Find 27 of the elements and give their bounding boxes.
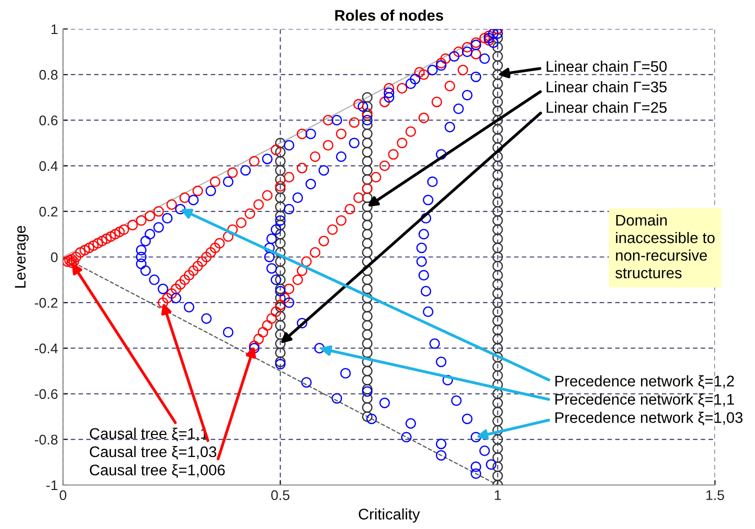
x-axis-title: Criticality [358, 508, 420, 523]
annotation: Domain inaccessible to non-recursive structures [615, 214, 715, 278]
annotation: Linear chain Γ=35 [546, 81, 667, 92]
y-tick-label: 1 [51, 24, 58, 34]
annotation: Linear chain Γ=50 [546, 60, 667, 72]
annotation: Precedence network ξ=1,1 [555, 394, 734, 408]
y-tick-label: -0.2 [34, 298, 58, 308]
annotation: Precedence network ξ=1,2 [555, 375, 734, 389]
y-tick-label: 0.4 [39, 161, 58, 171]
x-tick-label: 0.5 [271, 490, 290, 500]
y-tick-label: -0.8 [34, 434, 58, 445]
annotation: Causal tree ξ=1,03 [90, 446, 216, 460]
y-tick-label: 0.2 [39, 206, 58, 217]
y-tick-label: 0.6 [39, 116, 58, 126]
y-tick-label: -1 [46, 480, 58, 490]
y-tick-label: 0.8 [39, 70, 58, 80]
y-tick-label: 0 [50, 252, 58, 262]
chart-title: Roles of nodes [335, 10, 444, 21]
annotation: Precedence network ξ=1,03 [555, 412, 743, 426]
y-axis-title: Leverage [14, 226, 29, 288]
annotation: Linear chain Γ=25 [546, 102, 667, 113]
x-tick-label: 0 [60, 490, 66, 500]
annotation: Causal tree ξ=1,006 [90, 464, 225, 478]
y-tick-label: -0.4 [34, 344, 58, 354]
x-tick-label: 1 [494, 490, 501, 500]
x-tick-label: 1.5 [706, 490, 724, 500]
y-tick-label: -0.6 [34, 389, 58, 399]
